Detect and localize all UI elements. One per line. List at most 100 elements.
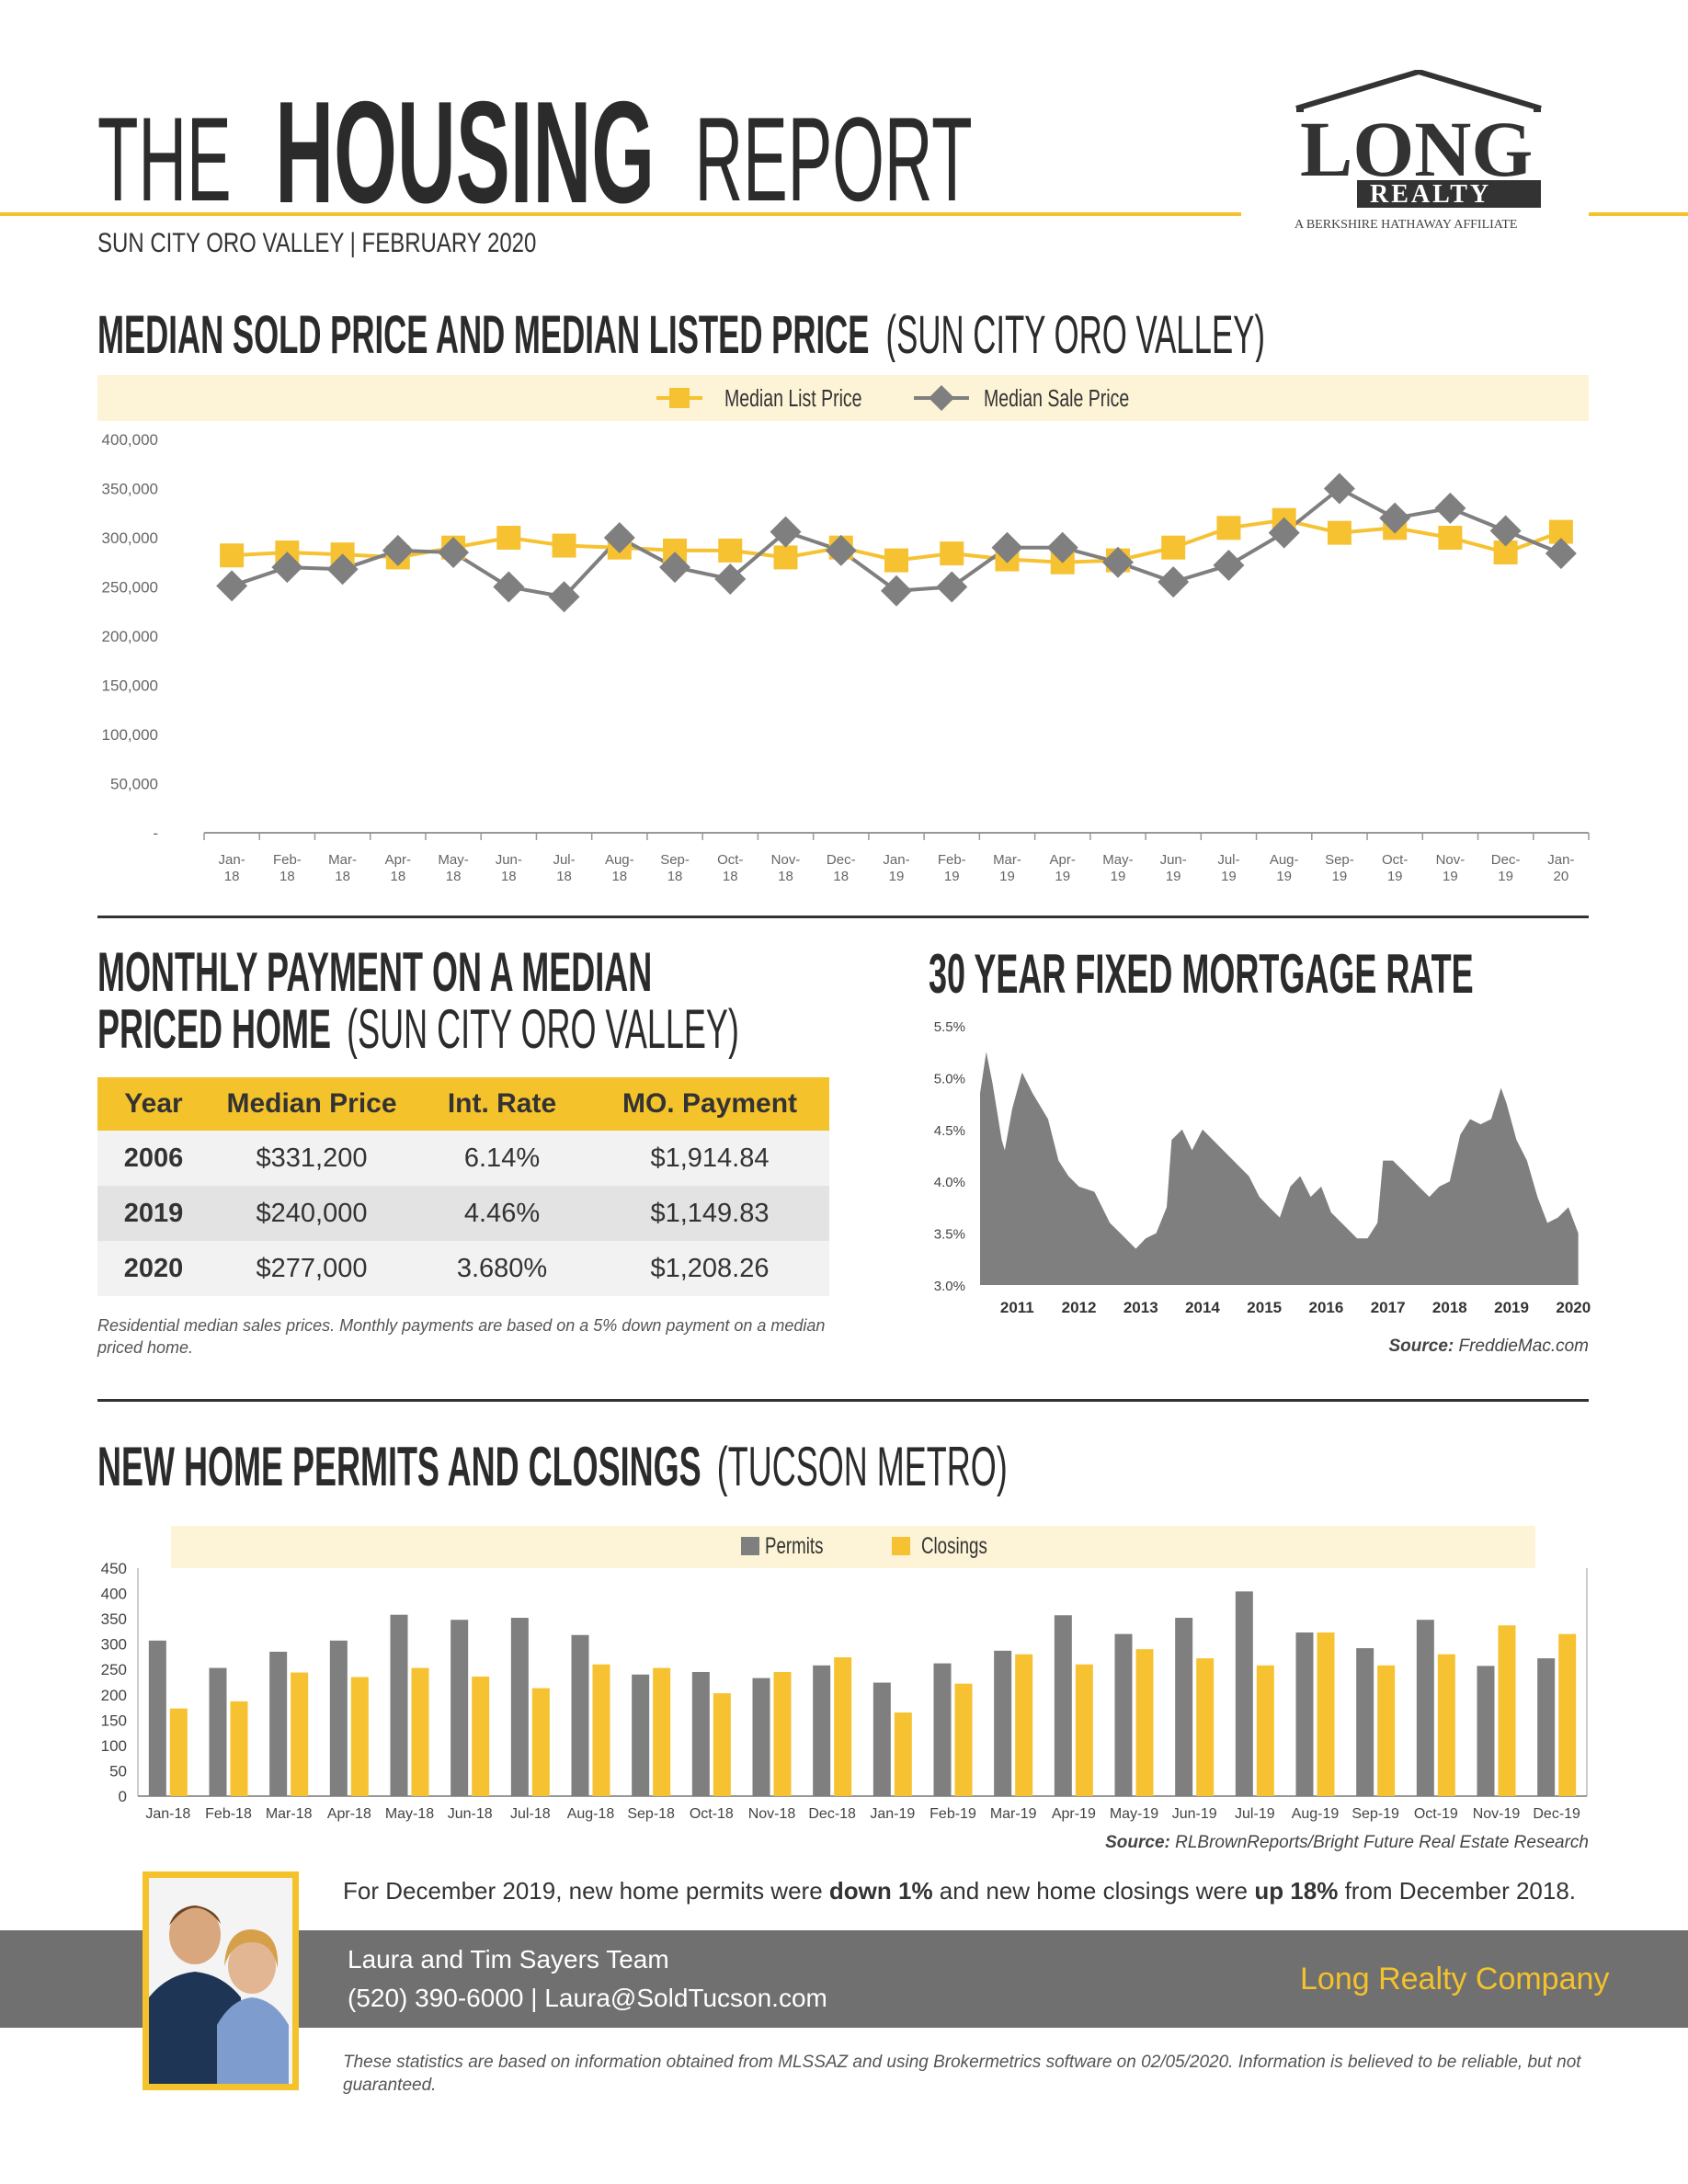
x-tick-label: Jun- (496, 852, 522, 868)
legend-sale-marker (929, 385, 954, 411)
mortgage-rate-chart-svg: 3.0% 3.5% 4.0% 4.5% 5.0% 5.5% 2011 2012 2013 2014… (934, 1019, 1591, 1316)
x-tick-label: Jul- (1217, 852, 1239, 868)
x-tick-label: May- (1102, 852, 1133, 868)
sale-price-point (1158, 566, 1190, 598)
divider-2 (97, 1399, 1589, 1402)
sale-price-point (770, 516, 802, 548)
x-tick-label-year: 18 (335, 869, 350, 884)
sale-price-point (1434, 492, 1466, 524)
permits-bar (451, 1620, 469, 1796)
sale-price-point (881, 574, 912, 607)
report-subtitle: SUN CITY ORO VALLEY | FEBRUARY 2020 (97, 224, 741, 261)
closings-bar (1558, 1633, 1577, 1796)
median-price-title-bold: MEDIAN SOLD PRICE AND MEDIAN LISTED PRIC… (97, 307, 869, 362)
permits-bar (1537, 1658, 1556, 1796)
list-price-point (773, 545, 798, 570)
section-median-price-title: MEDIAN SOLD PRICE AND MEDIAN LISTED PRIC… (97, 306, 1385, 365)
x-tick-label-year: 18 (224, 869, 240, 884)
header-rule-right (1589, 212, 1688, 216)
x-tick-label: Mar-18 (266, 1806, 313, 1822)
permits-bar (209, 1667, 227, 1796)
x-tick-label: 2018 (1432, 1299, 1467, 1316)
x-tick-label: 2011 (1000, 1299, 1034, 1316)
permits-bar (1356, 1648, 1374, 1796)
divider-1 (97, 916, 1589, 918)
permits-bar (148, 1640, 166, 1796)
permits-bar (1114, 1633, 1133, 1796)
svg-text:NEW HOME PERMITS AND CLOSINGS: NEW HOME PERMITS AND CLOSINGS (TUCSON ME… (97, 1437, 1008, 1496)
y-tick-label: 400 (101, 1586, 127, 1603)
y-tick-label: 350 (101, 1610, 127, 1628)
list-price-point (1438, 526, 1463, 550)
agent-team-name: Laura and Tim Sayers Team (348, 1945, 669, 1974)
list-price-point (552, 533, 576, 558)
x-tick-label: Dec-19 (1533, 1806, 1580, 1822)
x-tick-label: Dec-18 (808, 1806, 856, 1822)
x-tick-label: Aug- (605, 852, 634, 868)
permits-chart: Permits Closings 0 50 100 150 200 250 300 350 400 4… (92, 1517, 1600, 1829)
sale-price-point (438, 537, 470, 569)
closings-bar (713, 1693, 731, 1796)
x-tick-label-year: 19 (1276, 869, 1292, 884)
closings-bar (1015, 1654, 1033, 1796)
closings-bar (169, 1708, 188, 1796)
y-tick-label: 100 (101, 1737, 127, 1755)
list-price-point (220, 543, 245, 568)
agent-contact[interactable]: (520) 390-6000 | Laura@SoldTucson.com (348, 1984, 827, 2012)
x-tick-label: Aug-18 (567, 1806, 615, 1822)
x-tick-label-year: 18 (501, 869, 517, 884)
table-row: 2020 $277,000 3.680% $1,208.26 (97, 1241, 829, 1296)
permits-bar (1477, 1666, 1495, 1796)
y-tick-label: 50 (109, 1762, 127, 1780)
closings-bar (1196, 1658, 1215, 1796)
section-permits-title: NEW HOME PERMITS AND CLOSINGS (TUCSON ME… (97, 1436, 1293, 1498)
x-tick-label: Apr- (1050, 852, 1076, 868)
permits-chart-svg: Permits Closings 0 50 100 150 200 250 300 350 400 4… (101, 1526, 1588, 1822)
report-subtitle-text: SUN CITY ORO VALLEY | FEBRUARY 2020 (97, 226, 536, 257)
monthly-payment-title-line2: PRICED HOME (97, 999, 331, 1059)
x-tick-label-year: 19 (999, 869, 1015, 884)
x-tick-label: Jan- (1547, 852, 1574, 868)
x-tick-label: Mar- (993, 852, 1021, 868)
list-price-point (1216, 516, 1241, 540)
legend-permits-label: Permits (765, 1532, 823, 1558)
header-rule-left (0, 212, 1241, 216)
x-tick-label: Aug-19 (1292, 1806, 1340, 1822)
row-mo-payment: $1,208.26 (650, 1253, 770, 1283)
closings-bar (291, 1672, 309, 1796)
sale-price-point (1046, 531, 1078, 563)
mortgage-source-label: Source: (1388, 1337, 1454, 1356)
permits-title-light: (TUCSON METRO) (717, 1437, 1008, 1496)
median-price-chart: Median List Price Median Sale Price - 50,00… (92, 371, 1600, 895)
summary-text-3: from December 2018. (1338, 1877, 1577, 1905)
sale-price-point (825, 534, 857, 566)
logo-realty-text: REALTY (1370, 180, 1491, 209)
x-tick-label-year: 19 (1111, 869, 1126, 884)
section-monthly-payment-title: MONTHLY PAYMENT ON A MEDIAN PRICED HOME … (97, 942, 833, 1061)
x-tick-label-year: 19 (1443, 869, 1458, 884)
x-tick-label: Nov- (1436, 852, 1466, 868)
bar-legend-bar (171, 1526, 1535, 1568)
x-tick-label: Oct- (1382, 852, 1408, 868)
legend-permits-swatch (741, 1537, 759, 1555)
closings-bar (1437, 1654, 1455, 1796)
title-report: REPORT (695, 94, 973, 226)
summary-text-1: For December 2019, new home permits were (343, 1877, 829, 1905)
x-tick-label-year: 18 (279, 869, 295, 884)
payment-table-header: Year Median Price Int. Rate MO. Payment (97, 1077, 829, 1131)
row-median-price: $240,000 (256, 1198, 368, 1228)
col-mo-payment: MO. Payment (622, 1088, 798, 1119)
sale-price-point (1101, 546, 1134, 578)
permits-bar (632, 1674, 650, 1796)
mortgage-rate-title-text: 30 YEAR FIXED MORTGAGE RATE (929, 944, 1474, 1004)
mortgage-source-value: FreddieMac.com (1458, 1337, 1590, 1356)
x-tick-label-year: 18 (833, 869, 849, 884)
y-tick-label: 150,000 (102, 677, 158, 695)
closings-bar (954, 1683, 973, 1796)
x-tick-label: Sep- (1325, 852, 1354, 868)
row-int-rate: 6.14% (463, 1143, 541, 1173)
footer-disclaimer: These statistics are based on informatio… (343, 2053, 1581, 2095)
x-tick-label: Jan-19 (870, 1806, 915, 1822)
col-median-price: Median Price (226, 1088, 397, 1119)
permits-title-bold: NEW HOME PERMITS AND CLOSINGS (97, 1437, 701, 1496)
